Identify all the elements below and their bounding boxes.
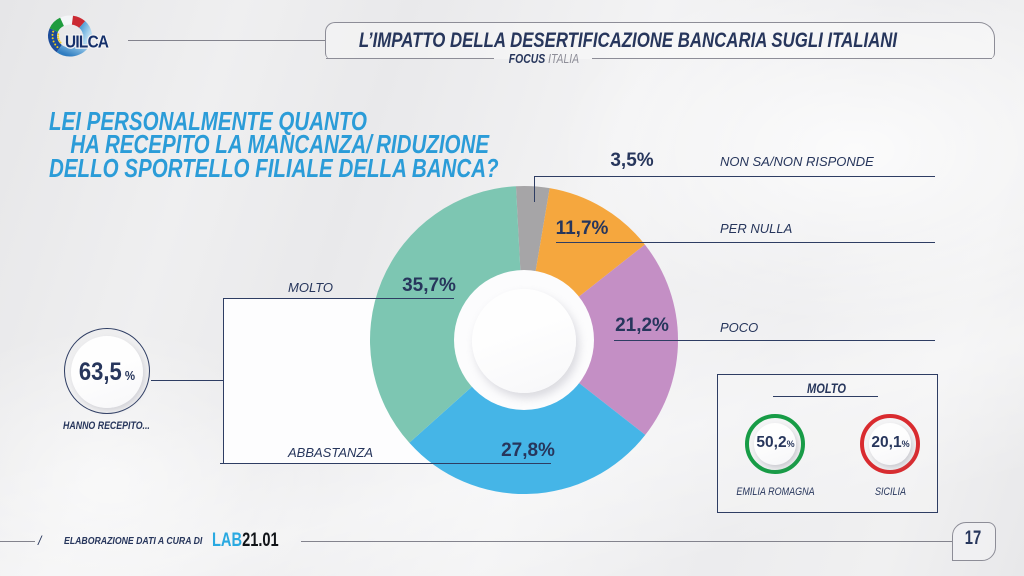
svg-text:UILCA: UILCA bbox=[65, 31, 109, 51]
